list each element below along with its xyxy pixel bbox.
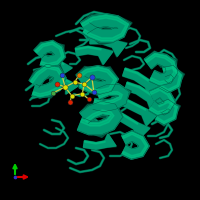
Polygon shape [77,102,123,137]
Polygon shape [81,14,132,44]
Polygon shape [123,68,162,98]
Polygon shape [145,54,176,84]
Polygon shape [121,97,146,110]
Polygon shape [34,42,64,67]
Polygon shape [125,82,165,113]
Polygon shape [94,92,122,104]
Point [87,98,91,101]
Polygon shape [127,82,152,96]
Polygon shape [50,76,79,94]
Polygon shape [123,68,163,99]
Polygon shape [81,110,114,126]
Polygon shape [114,111,150,140]
Polygon shape [83,134,116,149]
Polygon shape [76,66,118,94]
Polygon shape [155,100,180,126]
Polygon shape [122,131,149,159]
Polygon shape [43,58,73,76]
Polygon shape [35,42,64,66]
Point [52,91,55,94]
Point [81,92,84,95]
Polygon shape [93,84,131,111]
Polygon shape [90,36,127,56]
Polygon shape [118,97,158,126]
Polygon shape [144,51,177,85]
Point [56,83,59,86]
Polygon shape [93,85,129,112]
Point [83,83,86,86]
Polygon shape [84,141,105,144]
Polygon shape [149,86,176,116]
Point [68,101,71,104]
Polygon shape [159,65,183,93]
Polygon shape [156,100,177,124]
Polygon shape [30,66,64,96]
Polygon shape [77,67,117,93]
Point [92,90,95,93]
Polygon shape [160,67,181,92]
Point [61,74,64,77]
Polygon shape [75,46,113,65]
Polygon shape [83,133,116,150]
Polygon shape [117,111,138,124]
Polygon shape [122,132,148,158]
Polygon shape [125,82,164,112]
Point [13,175,17,179]
Polygon shape [122,131,149,159]
Polygon shape [50,77,78,94]
Polygon shape [149,86,176,116]
Point [63,85,67,89]
Polygon shape [34,40,65,68]
Polygon shape [81,14,130,42]
Polygon shape [150,88,174,114]
Polygon shape [29,64,66,98]
Polygon shape [75,46,113,64]
Point [90,76,93,79]
Polygon shape [29,66,66,98]
Point [73,81,76,84]
Polygon shape [77,101,123,135]
Polygon shape [43,59,64,64]
Polygon shape [144,52,178,86]
Polygon shape [50,77,70,82]
Polygon shape [114,111,150,140]
Polygon shape [155,99,179,125]
Point [78,73,81,76]
Polygon shape [75,47,101,50]
Point [70,94,73,97]
Polygon shape [76,66,118,97]
Polygon shape [43,59,72,76]
Polygon shape [159,66,184,94]
Polygon shape [90,36,127,57]
Polygon shape [90,37,116,42]
Polygon shape [125,68,150,82]
Polygon shape [118,96,158,126]
Polygon shape [82,15,128,41]
